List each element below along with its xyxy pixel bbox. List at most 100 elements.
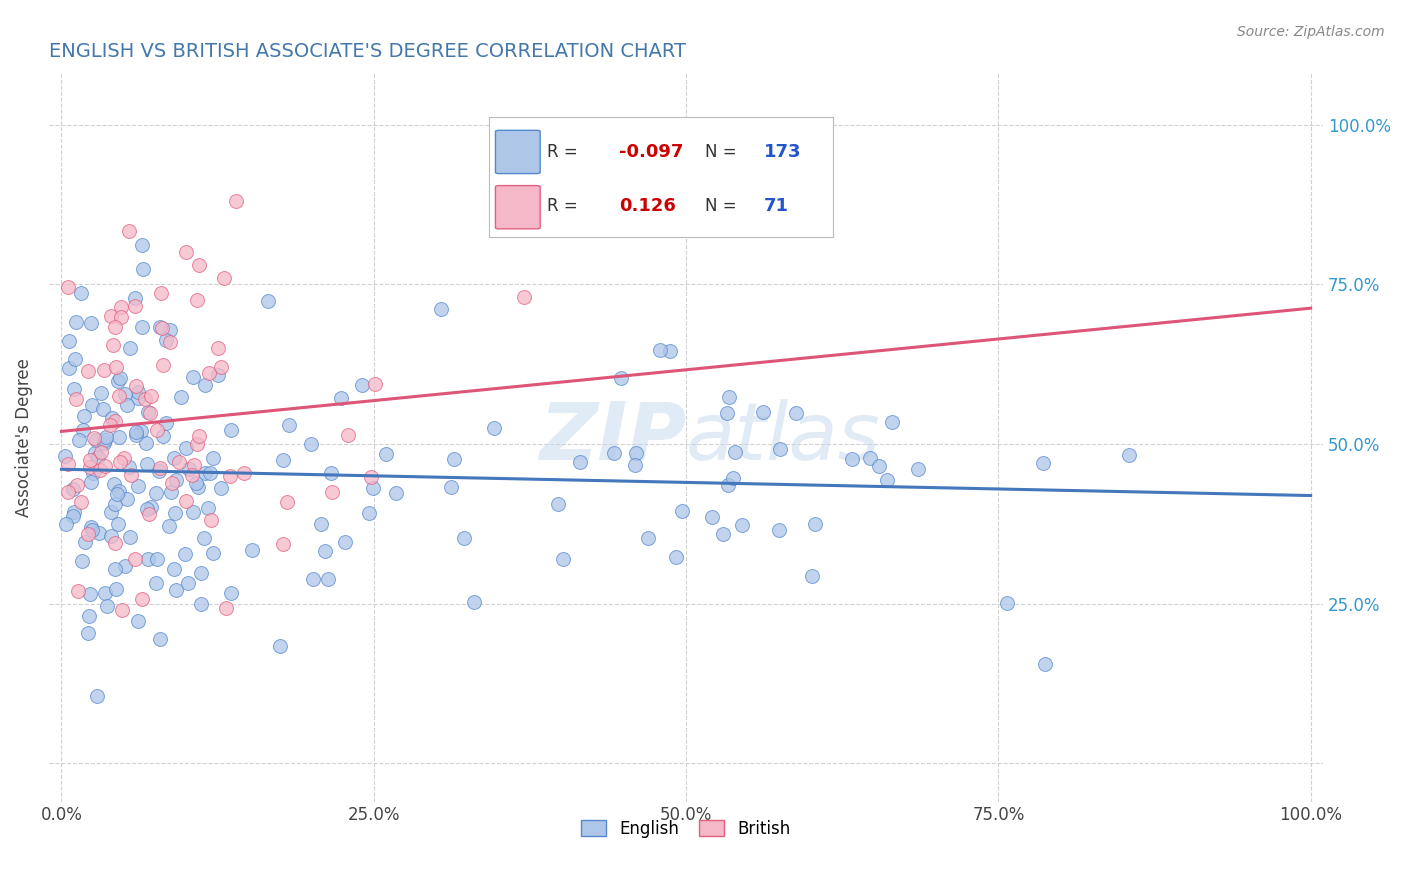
Point [127,614,149,628]
Point [56,280,79,294]
Point [83,431,105,445]
Point [96,599,118,614]
Point [330,391,353,405]
Point [190,597,212,611]
Point [69,286,91,301]
Point [87,450,110,465]
Point [711,526,734,541]
Point [1118,448,1140,462]
Point [648,343,671,357]
Point [65,392,87,407]
Point [357,506,380,520]
Legend: English, British: English, British [575,813,797,844]
Point [176,245,198,260]
Point [148,464,170,478]
Point [201,546,224,560]
Point [700,510,723,524]
Point [80,398,103,412]
Point [111,603,134,617]
Point [132,262,155,277]
Point [94,586,117,600]
Point [63,382,86,396]
Point [995,596,1018,610]
Point [183,369,205,384]
Point [131,592,153,607]
Point [108,371,131,385]
Point [73,409,96,423]
Point [108,430,131,444]
Point [100,505,122,519]
Point [124,299,146,313]
Point [114,559,136,574]
Point [225,194,247,209]
Point [80,523,103,537]
Point [127,392,149,406]
Point [671,504,693,518]
Point [66,583,89,598]
Point [603,446,626,460]
Point [149,461,172,475]
Point [170,390,193,404]
Point [104,497,127,511]
Point [131,320,153,334]
Text: Source: ZipAtlas.com: Source: ZipAtlas.com [1237,25,1385,39]
Point [301,573,323,587]
Point [136,457,159,471]
Point [77,609,100,624]
Point [336,427,359,442]
Point [768,523,790,537]
Point [104,535,127,549]
Text: ZIP: ZIP [538,399,686,476]
Point [53,449,76,463]
Point [665,549,688,564]
Point [127,479,149,493]
Point [84,433,107,447]
Point [56,457,79,471]
Point [187,258,209,272]
Point [96,430,118,444]
Point [360,470,382,484]
Point [146,423,169,437]
Point [124,291,146,305]
Point [91,401,114,416]
Text: atlas: atlas [686,399,880,476]
Point [803,516,825,531]
Point [186,293,208,307]
Point [124,552,146,566]
Point [70,554,93,568]
Point [107,516,129,531]
Point [207,368,229,382]
Point [104,414,127,428]
Point [202,451,225,466]
Point [200,512,222,526]
Point [859,450,882,465]
Point [82,466,104,480]
Point [215,600,238,615]
Point [162,450,184,465]
Point [194,378,217,392]
Point [463,595,485,609]
Point [77,527,100,541]
Point [118,460,141,475]
Point [90,444,112,458]
Point [167,454,190,468]
Point [93,362,115,376]
Point [62,482,84,496]
Point [453,532,475,546]
Point [785,406,807,420]
Point [569,455,592,469]
Point [136,551,159,566]
Point [105,359,128,374]
Point [174,494,197,508]
Point [165,583,187,598]
Point [80,519,103,533]
Point [637,532,659,546]
Point [83,446,105,460]
Point [104,320,127,334]
Point [752,404,775,418]
Point [384,485,406,500]
Point [69,495,91,509]
Point [162,562,184,576]
Point [184,476,207,491]
Point [352,377,374,392]
